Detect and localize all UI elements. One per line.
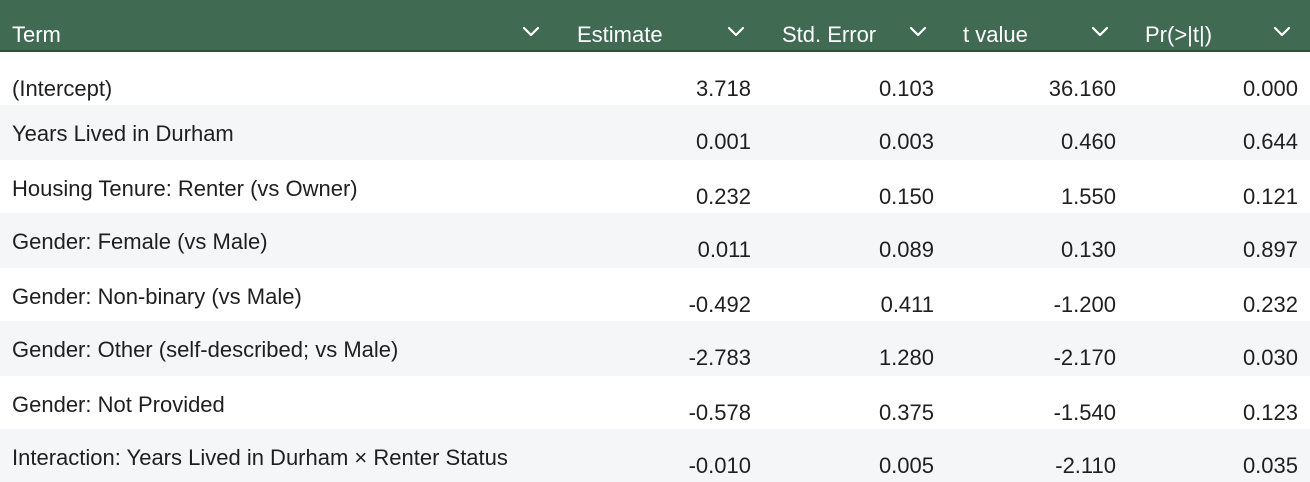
p-value-cell: 0.232: [1242, 292, 1298, 317]
std-error-cell: 0.411: [880, 292, 934, 317]
std-error-cell: 0.150: [878, 184, 934, 209]
term-cell: Gender: Non-binary (vs Male): [12, 284, 302, 309]
estimate-cell: 0.001: [695, 129, 751, 154]
t-value-cell: 1.550: [1060, 184, 1116, 209]
p-value-cell: 0.035: [1242, 453, 1298, 478]
estimate-cell: 3.718: [695, 76, 751, 101]
estimate-cell: -2.783: [688, 345, 751, 370]
p-value-cell: 0.644: [1242, 129, 1298, 154]
table-row: Housing Tenure: Renter (vs Owner) 0.232 …: [0, 160, 1310, 213]
std-error-cell: 0.089: [878, 237, 934, 262]
estimate-cell: -0.578: [688, 400, 751, 425]
table-row: (Intercept) 3.718 0.103 36.160 0.000: [0, 52, 1310, 105]
estimate-cell: 0.232: [695, 184, 751, 209]
t-value-cell: 0.130: [1060, 237, 1116, 262]
term-cell: Housing Tenure: Renter (vs Owner): [12, 176, 358, 201]
std-error-cell: 0.003: [878, 129, 934, 154]
estimate-cell: -0.492: [688, 292, 751, 317]
chevron-down-icon[interactable]: [1090, 22, 1110, 42]
chevron-down-icon[interactable]: [726, 22, 746, 42]
std-error-cell: 1.280: [878, 345, 934, 370]
table-header: Term Estimate Std. Error t value Pr(>|t|…: [0, 0, 1310, 52]
column-header-label: Term: [12, 22, 61, 47]
table-row: Interaction: Years Lived in Durham × Ren…: [0, 429, 1310, 482]
column-header-label: t value: [963, 22, 1028, 47]
t-value-cell: -2.110: [1055, 453, 1116, 478]
chevron-down-icon[interactable]: [908, 22, 928, 42]
column-header-label: Estimate: [577, 22, 663, 47]
table-row: Gender: Non-binary (vs Male) -0.492 0.41…: [0, 268, 1310, 321]
table-row: Years Lived in Durham 0.001 0.003 0.460 …: [0, 105, 1310, 160]
chevron-down-icon[interactable]: [521, 22, 541, 42]
t-value-cell: -1.540: [1053, 400, 1116, 425]
table-row: Gender: Not Provided -0.578 0.375 -1.540…: [0, 376, 1310, 429]
column-header-label: Pr(>|t|): [1145, 22, 1213, 47]
t-value-cell: 36.160: [1048, 76, 1116, 101]
estimate-cell: -0.010: [688, 453, 751, 478]
std-error-cell: 0.005: [878, 453, 934, 478]
p-value-cell: 0.121: [1242, 184, 1298, 209]
p-value-cell: 0.897: [1242, 237, 1298, 262]
table-row: Gender: Female (vs Male) 0.011 0.089 0.1…: [0, 213, 1310, 268]
term-cell: Gender: Not Provided: [12, 392, 225, 417]
chevron-down-icon[interactable]: [1272, 22, 1292, 42]
p-value-cell: 0.030: [1242, 345, 1298, 370]
p-value-cell: 0.000: [1242, 76, 1298, 101]
std-error-cell: 0.375: [878, 400, 934, 425]
t-value-cell: -1.200: [1053, 292, 1116, 317]
term-cell: Gender: Female (vs Male): [12, 229, 268, 254]
estimate-cell: 0.011: [697, 237, 751, 262]
column-header-label: Std. Error: [782, 22, 877, 47]
t-value-cell: -2.170: [1053, 345, 1116, 370]
table-row: Gender: Other (self-described; vs Male) …: [0, 321, 1310, 376]
term-cell: Interaction: Years Lived in Durham × Ren…: [12, 445, 508, 470]
term-cell: Years Lived in Durham: [12, 121, 234, 146]
p-value-cell: 0.123: [1242, 400, 1298, 425]
term-cell: (Intercept): [12, 76, 113, 101]
std-error-cell: 0.103: [878, 76, 934, 101]
t-value-cell: 0.460: [1060, 129, 1116, 154]
term-cell: Gender: Other (self-described; vs Male): [12, 337, 399, 362]
